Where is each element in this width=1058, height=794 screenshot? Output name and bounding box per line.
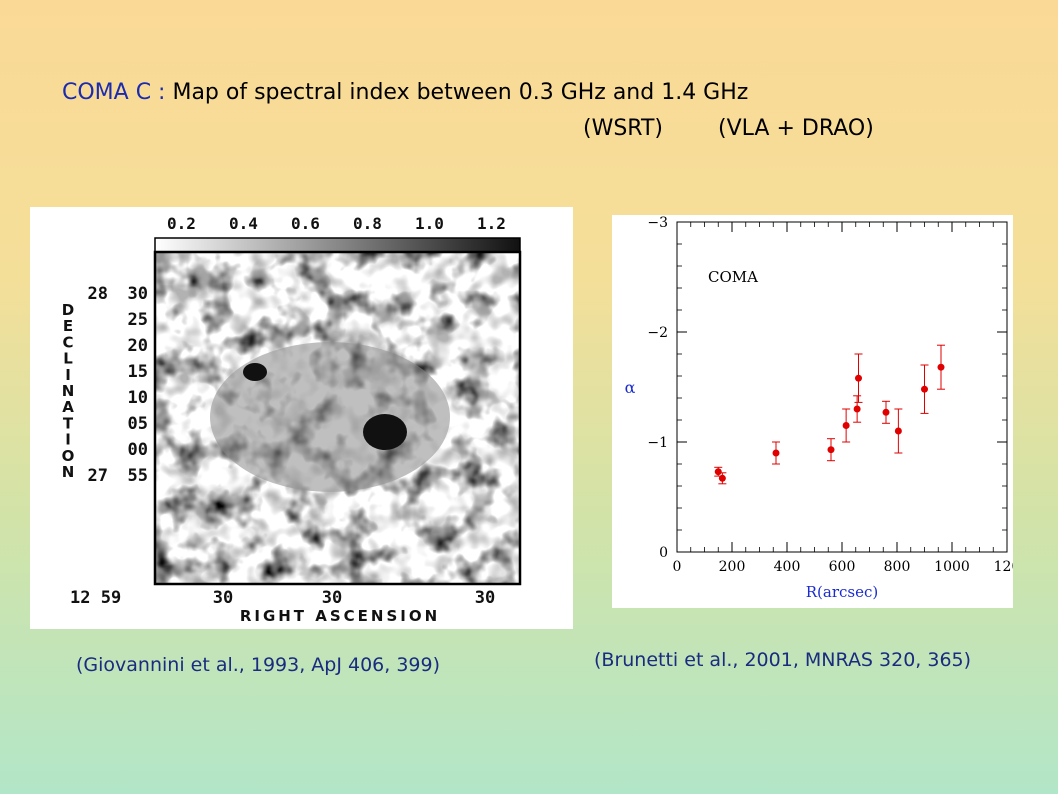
caption-giovannini: (Giovannini et al., 1993, ApJ 406, 399) [76,654,441,676]
data-point [842,422,850,429]
y-tick-label: −1 [647,435,668,451]
map-ylabel-letter: E [63,317,73,335]
map-ylabel-letter: N [62,463,75,481]
data-point [853,405,861,413]
caption-brunetti: (Brunetti et al., 2001, MNRAS 320, 365) [594,649,972,671]
map-x-major-label: 12 59 [70,588,121,608]
map-svg: 0.2 0.4 0.6 0.8 1.0 1.2 30 25 20 15 10 05 00 55 28 27 D… [62,214,522,625]
chart-ylabel: α [625,378,636,397]
chart-xlabel: R(arcsec) [806,583,879,601]
data-point [772,449,780,457]
data-point [827,446,835,454]
x-tick-label: 0 [673,559,682,575]
data-point [718,474,726,482]
map-ylabel-letter: C [62,333,73,351]
map-y-tick-label: 25 [128,310,148,330]
map-scale-label: 0.4 [229,214,258,233]
data-point [882,408,890,416]
map-scale-label: 1.0 [415,214,444,233]
data-point [921,385,928,393]
map-y-tick-label: 10 [128,388,148,408]
data-point [937,363,945,371]
map-scale-label: 0.2 [167,214,196,233]
data-point [714,468,722,476]
map-y-tick-label: 00 [128,440,148,460]
y-tick-label: −2 [647,325,668,341]
spectral-index-map: 0.2 0.4 0.6 0.8 1.0 1.2 30 25 20 15 10 05 00 55 28 27 D… [30,207,573,629]
title-prefix: COMA C : [62,80,166,105]
map-x-tick-label: 30 [213,588,233,608]
map-scale-label: 0.8 [353,214,382,233]
title-subtitle: (WSRT) (VLA + DRAO) [583,116,874,141]
title-sub-wsrt: (WSRT) [583,116,664,141]
spectral-index-plot: 020040060080010001200−1−2−3 COMA R(arcse… [612,215,1013,608]
slide-title: COMA C : Map of spectral index between 0… [62,80,748,105]
x-tick-label: 600 [829,559,856,575]
title-main: Map of spectral index between 0.3 GHz an… [172,80,749,105]
data-point [855,374,862,382]
map-ylabel-letter: I [65,431,71,449]
chart-svg: 020040060080010001200−1−2−3 COMA R(arcse… [625,215,1013,601]
map-ylabel-letter: O [62,447,75,465]
x-tick-label: 400 [774,559,801,575]
map-ylabel-letter: L [63,350,73,368]
y-tick-label: 0 [659,545,668,561]
x-tick-label: 1000 [934,559,970,575]
map-y-tick-label: 15 [128,362,148,382]
y-tick-label: −3 [647,215,668,231]
map-y-major-label: 27 [88,466,108,486]
map-y-major-label: 28 [88,284,108,304]
map-x-tick-label: 30 [322,588,342,608]
map-scale-labels: 0.2 0.4 0.6 0.8 1.0 1.2 [167,214,506,233]
map-scale-label: 1.2 [477,214,506,233]
map-scale-bar [154,237,521,253]
map-y-tick-label: 05 [128,414,148,434]
title-sub-vla: (VLA + DRAO) [718,116,874,141]
map-y-tick-label: 55 [128,466,148,486]
x-tick-label: 200 [719,559,746,575]
map-ylabel-letter: A [62,398,74,416]
map-ylabel-letter: T [63,414,74,432]
map-ylabel-letter: D [62,301,74,319]
chart-annotation: COMA [708,268,758,286]
map-y-tick-label: 30 [128,284,148,304]
x-tick-label: 800 [884,559,911,575]
map-scale-label: 0.6 [291,214,320,233]
map-frame [153,250,522,586]
map-ylabel-letter: N [62,382,75,400]
x-tick-label: 120 [994,559,1013,575]
map-x-tick-label: 30 [475,588,495,608]
map-y-tick-label: 20 [128,336,148,356]
map-xlabel: RIGHT ASCENSION [240,607,440,625]
map-image [155,252,520,584]
data-point [894,427,902,435]
map-ylabel-letter: I [65,366,71,384]
